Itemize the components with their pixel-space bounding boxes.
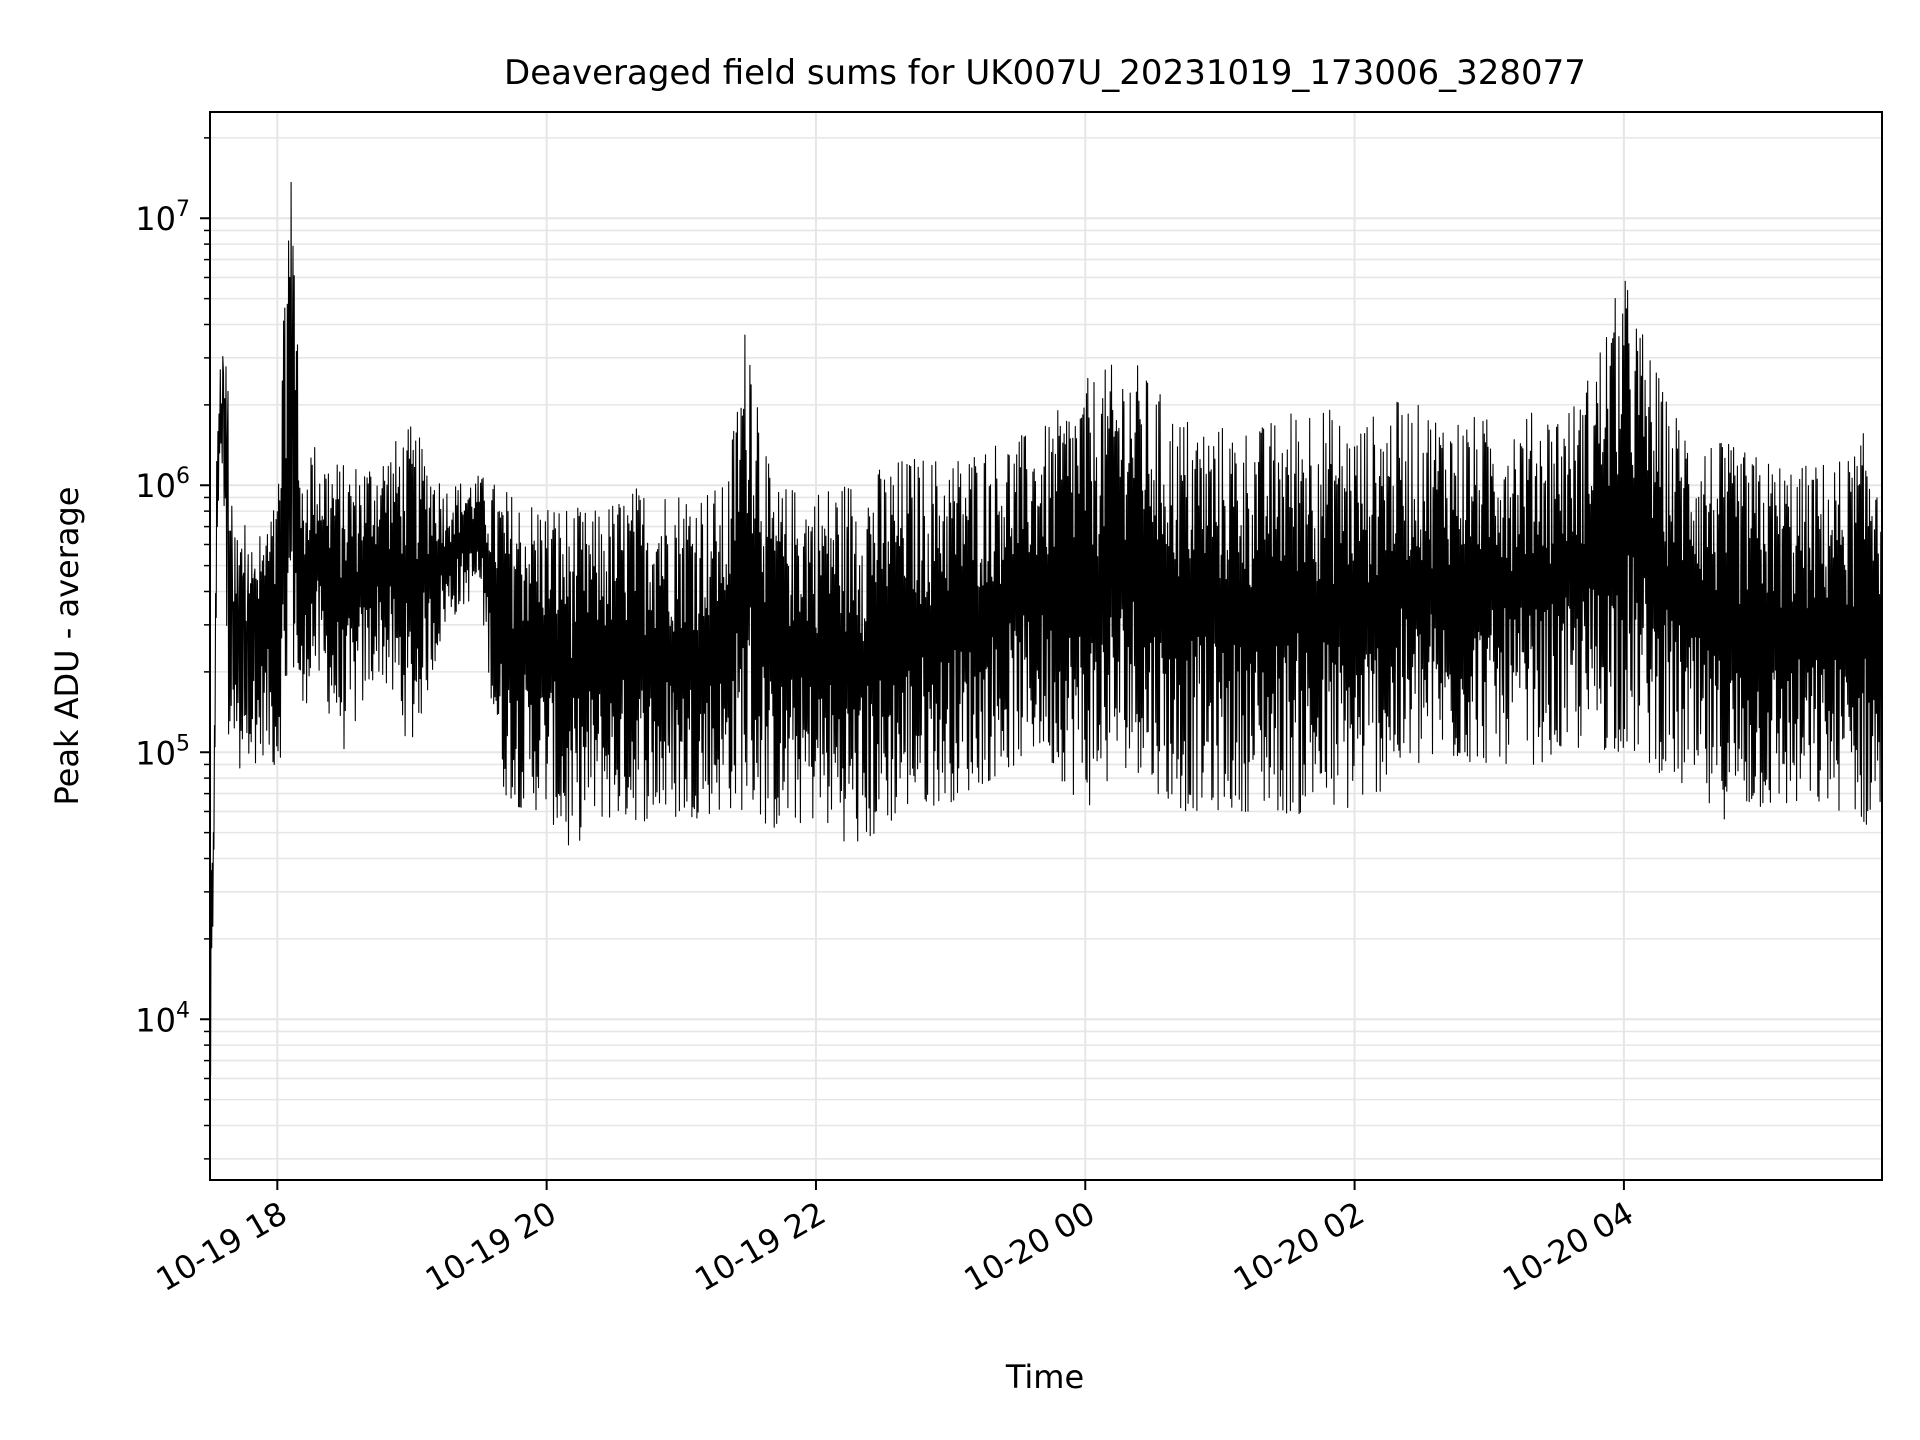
y-tick-label: 106 [135,464,190,505]
y-tick-label: 107 [135,197,190,238]
x-axis-label: Time [1005,1358,1084,1396]
y-tick-label: 104 [135,998,190,1039]
plot-frame [209,111,1883,1181]
y-tick-label: 105 [135,731,190,772]
y-axis: 104 105 106 107 [135,137,210,1160]
y-axis-label: Peak ADU - average [48,487,86,806]
series-line [210,181,1882,1077]
series-line-path [210,181,1882,1077]
chart-title: Deaveraged field sums for UK007U_2023101… [504,53,1586,93]
